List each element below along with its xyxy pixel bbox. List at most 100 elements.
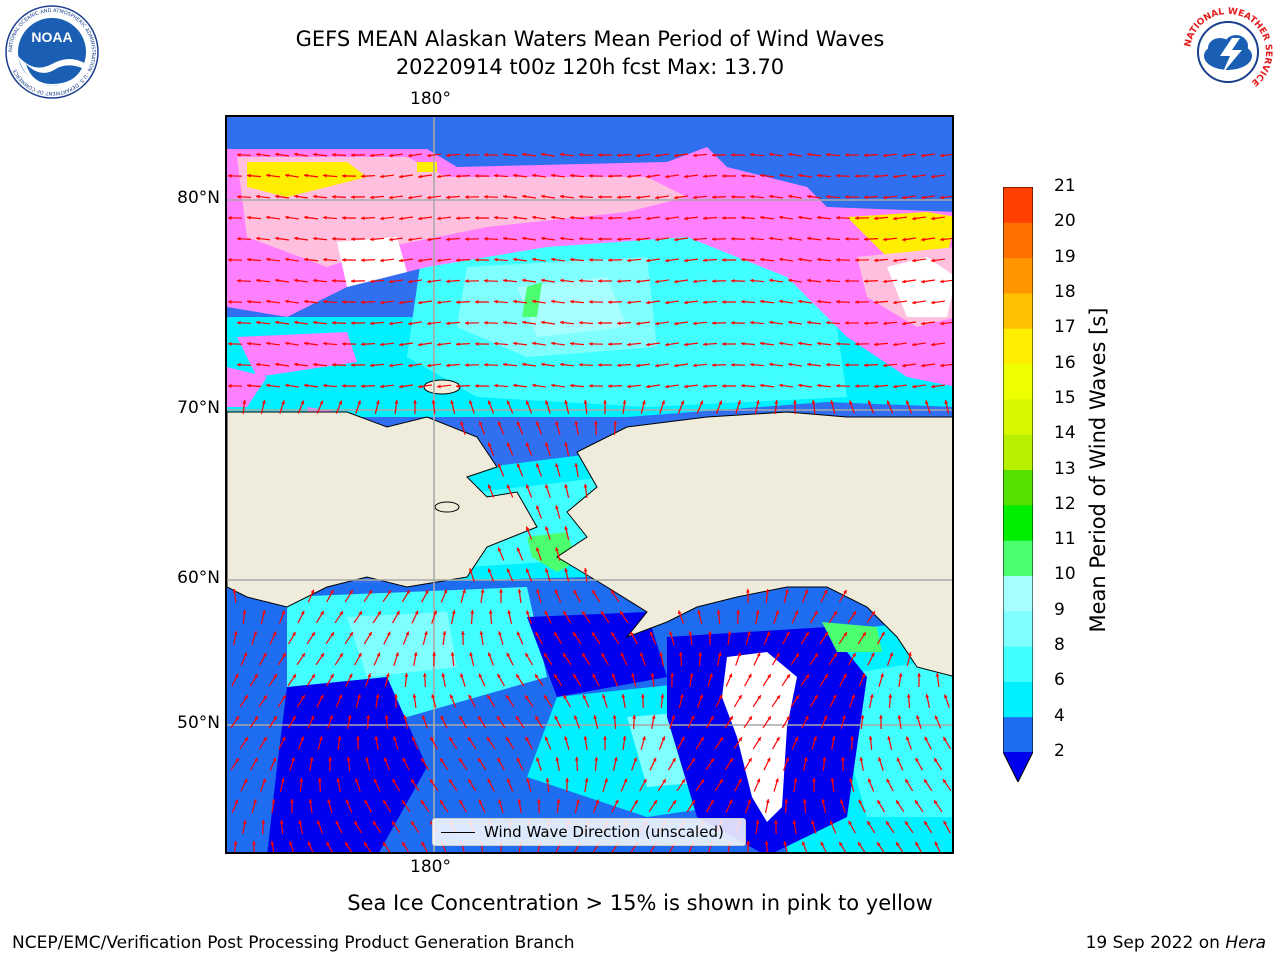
wave-direction-arrowhead [693,195,697,200]
wave-direction-arrowhead [503,278,507,283]
wave-direction-arrowhead [852,611,856,616]
wave-direction-arrowhead [925,694,930,698]
wave-direction-arrowhead [823,589,828,594]
wave-direction-arrowhead [522,362,526,367]
wave-direction-arrowhead [769,278,773,283]
wave-direction-arrowhead [337,736,342,740]
wave-direction-arrowhead [795,653,799,658]
wave-direction-arrowhead [383,842,387,847]
wave-direction-arrowhead [614,799,619,804]
wave-direction-arrowhead [855,342,859,347]
wave-direction-arrowhead [829,820,834,825]
wave-direction-arrowhead [427,363,431,368]
wave-direction-arrowhead [375,400,380,405]
wave-direction-arrowhead [712,153,716,158]
wave-direction-arrowhead [541,194,545,199]
wave-direction-arrowhead [468,694,473,699]
wave-direction-arrowhead [437,258,441,263]
wave-direction-arrowhead [525,736,530,741]
wave-direction-arrowhead [636,363,640,368]
wave-direction-arrowhead [446,363,450,368]
wave-direction-arrowhead [317,778,322,782]
wave-direction-arrowhead [285,299,289,304]
alaska-land [556,411,952,677]
wave-direction-arrowhead [273,716,277,721]
wave-direction-arrowhead [380,300,384,305]
map-panel [225,115,954,854]
wave-direction-arrowhead [916,715,920,720]
wave-direction-arrowhead [232,589,237,593]
wave-direction-arrowhead [849,778,853,783]
wave-direction-arrowhead [440,715,445,720]
wave-direction-arrowhead [323,173,327,178]
wave-direction-arrowhead [659,652,664,656]
wave-direction-arrowhead [601,652,605,657]
wave-direction-arrowhead [311,632,315,637]
wave-direction-arrowhead [826,236,830,241]
wave-direction-arrowhead [497,716,501,721]
wave-direction-arrowhead [915,800,919,805]
wave-direction-arrowhead [680,736,685,741]
wave-direction-arrowhead [389,153,393,158]
wave-direction-arrowhead [497,547,502,552]
colorbar-cell [1003,434,1033,470]
wave-direction-arrowhead [389,195,393,200]
wave-direction-arrowhead [564,526,569,531]
wave-direction-arrowhead [811,400,816,404]
wave-direction-arrowhead [709,673,713,678]
wave-direction-arrowhead [517,589,522,593]
wave-direction-arrowhead [351,363,355,367]
wave-direction-arrowhead [684,174,688,179]
wave-direction-arrowhead [254,716,258,721]
wave-direction-arrowhead [475,384,479,388]
wave-direction-arrowhead [396,610,400,615]
wave-direction-arrowhead [536,799,541,803]
wave-direction-arrowhead [313,278,317,283]
wave-direction-arrowhead [794,736,799,741]
wave-direction-arrowhead [617,153,621,158]
wave-direction-arrowhead [494,215,498,220]
wave-direction-arrowhead [921,279,925,284]
map-legend: Wind Wave Direction (unscaled) [432,818,746,846]
wave-direction-arrowhead [431,400,436,404]
wave-direction-arrowhead [323,341,327,346]
wave-direction-arrowhead [943,736,947,741]
wave-direction-arrowhead [811,820,815,825]
wave-direction-arrowhead [319,400,324,405]
wave-direction-arrowhead [532,173,536,178]
wave-direction-arrowhead [622,736,627,740]
wave-direction-arrowhead [681,779,685,784]
wave-direction-arrowhead [564,568,569,573]
wave-direction-arrowhead [850,736,855,740]
wave-direction-arrowhead [883,153,887,158]
wave-direction-arrowhead [769,152,773,157]
wave-direction-arrowhead [313,320,317,325]
wave-direction-arrowhead [611,590,615,595]
colorbar-tick-label: 19 [1054,246,1076,267]
wave-direction-arrowhead [399,300,403,305]
wave-direction-arrowhead [291,757,295,762]
wave-direction-arrowhead [684,258,688,263]
wave-direction-arrowhead [893,384,897,389]
wave-direction-arrowhead [506,442,511,447]
wave-direction-arrowhead [446,153,450,158]
wave-direction-arrowhead [832,694,837,699]
wave-direction-arrowhead [256,278,260,283]
wave-direction-arrowhead [693,321,697,326]
wave-direction-arrowhead [814,653,818,658]
wave-direction-arrowhead [469,400,473,405]
colorbar-tick-label: 9 [1054,599,1065,620]
wave-direction-arrowhead [579,194,583,199]
wave-direction-arrowhead [836,257,840,262]
wave-direction-arrowhead [497,463,502,468]
lon-label-bottom: 180° [410,857,451,877]
colorbar-tick-label: 2 [1054,741,1065,761]
wave-direction-arrowhead [902,153,906,158]
wave-direction-arrowhead [611,673,616,678]
wave-direction-arrowhead [402,757,407,762]
sea-ice-note: Sea Ice Concentration > 15% is shown in … [347,891,933,915]
wave-direction-arrowhead [418,342,422,347]
wave-direction-arrowhead [329,715,333,720]
wave-direction-arrowhead [843,589,847,594]
wave-direction-arrowhead [395,652,399,657]
